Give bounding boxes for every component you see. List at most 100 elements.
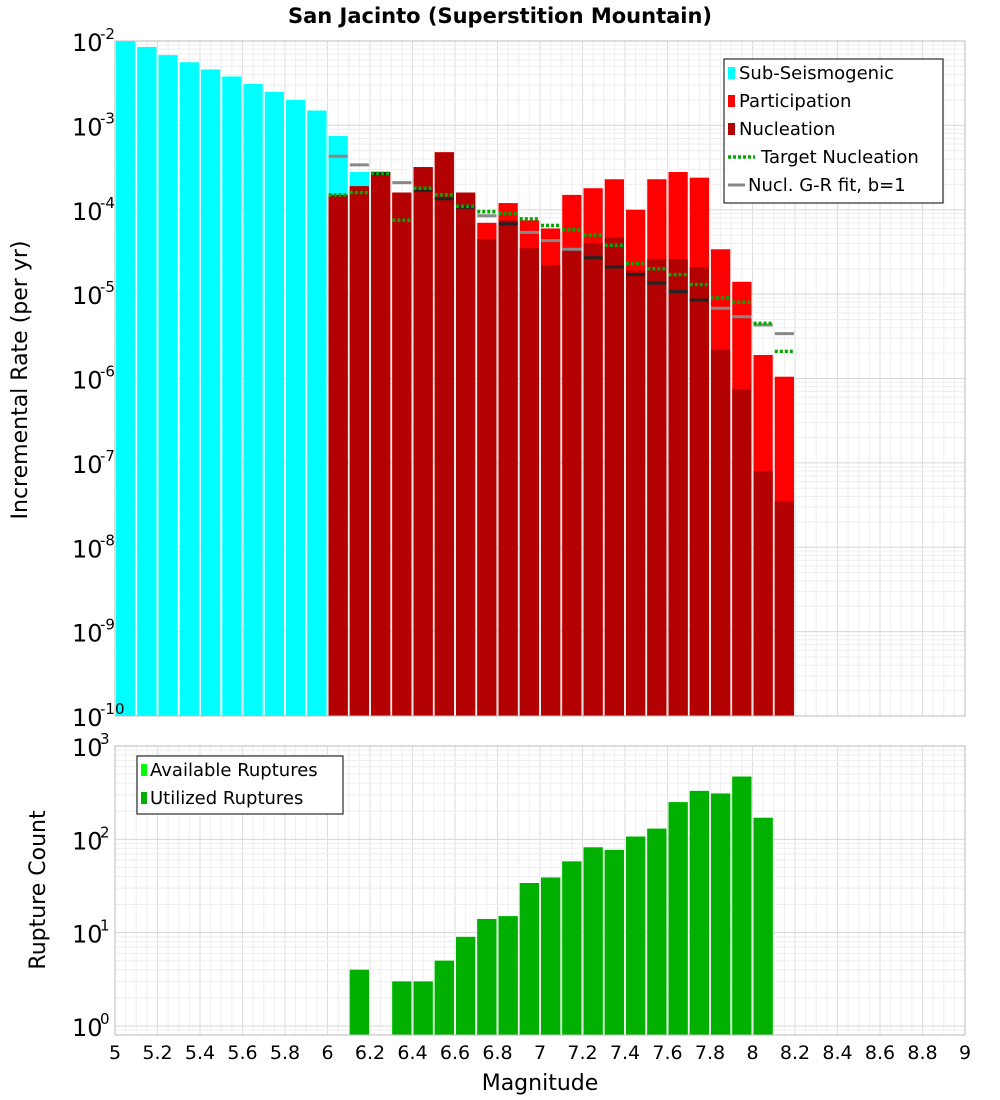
bottom-y-tick-base: 10 bbox=[72, 921, 103, 949]
bottom-plot-frame bbox=[114, 745, 966, 1036]
top-y-tick-base: 10 bbox=[72, 29, 103, 57]
bottom-y-tick-base: 10 bbox=[72, 1014, 103, 1042]
top-y-tick-base: 10 bbox=[72, 704, 103, 732]
sub-seismogenic-bar bbox=[264, 91, 284, 716]
legend-label: Target Nucleation bbox=[760, 147, 919, 168]
x-tick-label: 5.4 bbox=[185, 1042, 215, 1064]
top-bars bbox=[116, 41, 794, 717]
bottom-y-tick-base: 10 bbox=[72, 827, 103, 855]
utilized-ruptures-bar bbox=[434, 960, 454, 1035]
utilized-ruptures-bar bbox=[413, 981, 433, 1035]
nucleation-bar bbox=[519, 248, 539, 717]
bottom-y-tick-exponent: 0 bbox=[100, 1010, 110, 1028]
x-tick-label: 6.6 bbox=[440, 1042, 470, 1064]
utilized-ruptures-bar bbox=[392, 981, 412, 1035]
sub-seismogenic-bar bbox=[286, 99, 306, 717]
nucleation-bar bbox=[711, 349, 731, 716]
utilized-ruptures-bar bbox=[711, 793, 731, 1035]
nucleation-bar bbox=[732, 389, 752, 716]
chart-title: San Jacinto (Superstition Mountain) bbox=[288, 4, 712, 28]
sub-seismogenic-bar bbox=[116, 41, 136, 716]
nucleation-bar bbox=[753, 471, 773, 716]
nucleation-bar bbox=[456, 192, 476, 717]
bottom-y-tick-exponent: 1 bbox=[100, 917, 110, 935]
x-tick-label: 6 bbox=[321, 1042, 333, 1064]
x-tick-label: 8.4 bbox=[822, 1042, 852, 1064]
x-tick-label: 5 bbox=[109, 1042, 121, 1064]
x-tick-label: 7.2 bbox=[567, 1042, 597, 1064]
nucleation-bar bbox=[626, 270, 646, 716]
legend-swatch bbox=[141, 792, 147, 804]
nucleation-bar bbox=[668, 259, 688, 716]
legend-label: Available Ruptures bbox=[150, 760, 318, 781]
top-y-axis-label: Incremental Rate (per yr) bbox=[8, 241, 33, 520]
nucleation-bar bbox=[689, 266, 709, 716]
top-y-tick-base: 10 bbox=[72, 620, 103, 648]
utilized-ruptures-bar bbox=[668, 802, 688, 1035]
x-tick-label: 5.6 bbox=[227, 1042, 257, 1064]
x-tick-label: 5.2 bbox=[142, 1042, 172, 1064]
nucleation-bar bbox=[562, 250, 582, 717]
legend-label: Nucl. G-R fit, b=1 bbox=[748, 175, 906, 196]
top-y-tick-exponent: -4 bbox=[100, 194, 115, 212]
x-tick-label: 7.8 bbox=[695, 1042, 725, 1064]
x-tick-label: 8 bbox=[746, 1042, 758, 1064]
top-y-tick-base: 10 bbox=[72, 367, 103, 395]
top-y-tick-exponent: -10 bbox=[100, 700, 125, 718]
nucleation-bar bbox=[413, 167, 433, 716]
x-tick-label: 6.2 bbox=[355, 1042, 385, 1064]
nucleation-bar bbox=[498, 220, 518, 717]
top-y-tick-exponent: -7 bbox=[100, 447, 115, 465]
nucleation-bar bbox=[541, 265, 561, 716]
nucleation-bar bbox=[328, 194, 348, 716]
utilized-ruptures-bar bbox=[604, 849, 624, 1035]
top-y-ticks: 10-210-310-410-510-610-710-810-910-10 bbox=[72, 25, 125, 732]
bottom-y-tick-exponent: 3 bbox=[100, 730, 110, 748]
sub-seismogenic-bar bbox=[222, 76, 242, 717]
x-tick-label: 9 bbox=[959, 1042, 971, 1064]
top-y-tick-base: 10 bbox=[72, 113, 103, 141]
x-tick-label: 6.4 bbox=[397, 1042, 427, 1064]
top-y-tick-base: 10 bbox=[72, 451, 103, 479]
legend-label: Sub-Seismogenic bbox=[739, 63, 894, 84]
nucleation-bar bbox=[371, 172, 391, 716]
x-tick-labels: 5 5.2 5.4 5.6 5.8 6 6.2 6.4 6.6 6.8 7 7.2 7.4 7.6 7.8 8… bbox=[109, 1042, 971, 1064]
top-y-tick-exponent: -3 bbox=[100, 109, 115, 127]
nucleation-bar bbox=[774, 501, 794, 716]
legend-swatch bbox=[728, 123, 735, 135]
nucleation-bar bbox=[477, 239, 497, 716]
sub-seismogenic-bar bbox=[158, 55, 178, 716]
bottom-legend: Available Ruptures Utilized Ruptures bbox=[136, 755, 344, 815]
legend-label: Nucleation bbox=[739, 119, 835, 140]
top-y-tick-exponent: -8 bbox=[100, 531, 115, 549]
top-panel: 10-210-310-410-510-610-710-810-910-10 In… bbox=[8, 25, 966, 732]
top-legend: Sub-Seismogenic Participation Nucleation Ta… bbox=[723, 58, 944, 204]
top-y-tick-exponent: -6 bbox=[100, 363, 115, 381]
top-y-tick-base: 10 bbox=[72, 535, 103, 563]
utilized-ruptures-bar bbox=[562, 861, 582, 1035]
legend-swatch bbox=[728, 95, 735, 107]
bottom-y-tick-base: 10 bbox=[72, 734, 103, 762]
legend-swatch bbox=[141, 764, 147, 776]
bottom-y-axis-label: Rupture Count bbox=[26, 810, 51, 970]
top-y-tick-base: 10 bbox=[72, 282, 103, 310]
legend-label: Participation bbox=[739, 91, 851, 112]
utilized-ruptures-bar bbox=[519, 883, 539, 1035]
nucleation-bar bbox=[583, 243, 603, 717]
nucleation-bar bbox=[392, 192, 412, 717]
utilized-ruptures-bar bbox=[583, 847, 603, 1035]
bottom-bars bbox=[349, 776, 773, 1035]
sub-seismogenic-bar bbox=[201, 69, 221, 716]
top-legend-box bbox=[723, 58, 944, 204]
sub-seismogenic-bar bbox=[179, 62, 199, 716]
utilized-ruptures-bar bbox=[349, 969, 369, 1035]
top-marks bbox=[328, 154, 794, 354]
bottom-y-tick-exponent: 2 bbox=[100, 823, 110, 841]
utilized-ruptures-bar bbox=[541, 877, 561, 1035]
x-axis-label: Magnitude bbox=[482, 1071, 599, 1096]
utilized-ruptures-bar bbox=[456, 936, 476, 1035]
sub-seismogenic-bar bbox=[137, 46, 157, 717]
utilized-ruptures-bar bbox=[689, 790, 709, 1035]
nucleation-bar bbox=[434, 152, 454, 716]
